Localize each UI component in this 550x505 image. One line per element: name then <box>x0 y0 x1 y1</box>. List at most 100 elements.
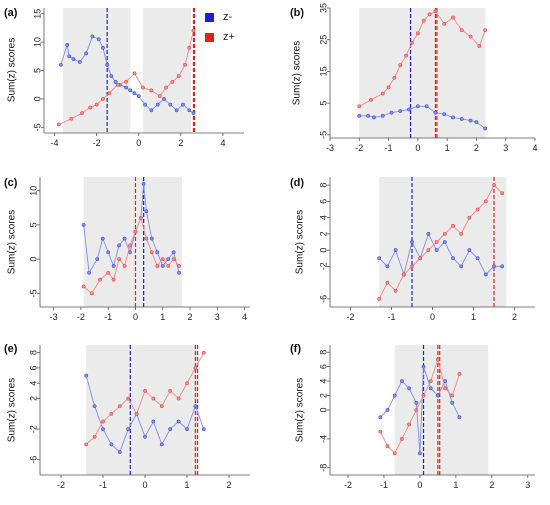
data-point-z-plus <box>117 404 122 409</box>
y-tick-label: 5 <box>32 68 42 73</box>
x-tick-label: 1 <box>184 480 189 490</box>
data-point-z-minus <box>117 243 121 248</box>
x-tick-label: 1 <box>445 143 450 153</box>
x-tick-label: 2 <box>489 480 494 490</box>
data-point-z-minus <box>457 415 462 420</box>
data-point-z-plus <box>459 231 464 236</box>
panel-1: -5 0 5 10 15 -4 -2 0 2 4 (a) Sum(z) scores <box>4 7 244 148</box>
data-point-z-minus <box>483 272 488 277</box>
data-point-z-plus <box>124 79 129 84</box>
y-tick-label: -2 <box>318 262 328 270</box>
data-point-z-plus <box>457 371 462 376</box>
data-point-z-plus <box>492 183 496 188</box>
x-tick-label: -2 <box>93 138 101 148</box>
data-point-z-minus <box>117 450 122 454</box>
x-tick-label: 2 <box>187 312 192 322</box>
data-point-z-minus <box>162 97 166 101</box>
panel-label: (f) <box>290 343 301 355</box>
y-tick-label: 0 <box>318 407 328 412</box>
data-point-z-minus <box>65 43 70 47</box>
shaded-region <box>62 8 131 133</box>
data-point-z-plus <box>392 75 397 80</box>
data-point-z-plus <box>459 28 464 33</box>
data-point-z-plus <box>385 444 390 449</box>
data-point-z-minus <box>143 434 147 439</box>
y-tick-label: -2 <box>28 425 38 433</box>
data-point-z-plus <box>467 215 472 220</box>
data-point-z-plus <box>171 257 176 262</box>
y-tick-label: 4 <box>318 379 328 384</box>
y-tick-label: 4 <box>28 381 38 386</box>
y-tick-label: 10 <box>28 186 38 196</box>
x-tick-label: -1 <box>104 312 112 322</box>
y-tick-label: 8 <box>28 350 38 355</box>
data-point-z-minus <box>132 91 137 96</box>
data-point-z-minus <box>181 102 185 107</box>
y-tick-label: -5 <box>318 131 328 139</box>
y-axis-label: Sum(z) scores <box>295 378 306 442</box>
data-point-z-minus <box>96 37 101 42</box>
data-point-z-minus <box>451 115 455 120</box>
panel-2: -5 5 15 25 35 -3 -2 -1 0 1 2 3 4 (b) Sum(z) scores <box>290 3 538 153</box>
data-point-z-minus <box>418 451 422 456</box>
data-point-z-plus <box>139 216 143 220</box>
data-point-z-plus <box>407 422 412 427</box>
data-point-z-minus <box>87 270 91 275</box>
y-tick-label: 5 <box>28 222 38 227</box>
data-point-z-minus <box>380 113 385 118</box>
data-point-z-plus <box>421 393 426 398</box>
data-point-z-minus <box>451 256 455 261</box>
data-point-z-minus <box>101 45 105 50</box>
x-tick-label: -1 <box>385 143 393 153</box>
shaded-region <box>359 8 486 138</box>
legend-swatch-z-plus <box>205 32 214 42</box>
data-point-z-minus <box>385 408 390 412</box>
y-tick-label: 4 <box>318 215 328 220</box>
data-point-z-minus <box>392 393 397 398</box>
data-point-z-plus <box>433 9 438 14</box>
data-point-z-minus <box>159 442 164 447</box>
y-axis-label: Sum(z) scores <box>292 41 303 105</box>
x-tick-label: 3 <box>525 480 530 490</box>
data-point-z-minus <box>475 256 480 261</box>
data-point-z-plus <box>115 82 120 87</box>
panel-5: -6 -2 2 4 6 8 -2 -1 0 1 2 (e) Sum(z) scores <box>4 343 250 490</box>
data-point-z-minus <box>407 386 412 391</box>
data-point-z-plus <box>144 236 149 241</box>
data-point-z-plus <box>170 79 175 84</box>
data-point-z-plus <box>183 62 187 67</box>
data-point-z-plus <box>149 250 154 255</box>
y-tick-label: 15 <box>32 9 42 19</box>
panel-label: (b) <box>290 7 304 19</box>
panel-4: -6 -2 0 2 4 6 8 -2 -1 0 1 2 (d) Sum(z) scores <box>290 177 535 322</box>
y-tick-label: -5 <box>32 123 42 131</box>
y-tick-label: -5 <box>28 289 38 297</box>
data-point-z-minus <box>357 113 362 118</box>
series-line-z-minus <box>359 105 486 129</box>
data-point-z-plus <box>451 15 455 20</box>
data-point-z-plus <box>386 85 391 90</box>
data-point-z-minus <box>435 393 440 398</box>
data-point-z-plus <box>398 63 403 67</box>
data-point-z-plus <box>134 411 139 416</box>
data-point-z-plus <box>401 272 406 277</box>
y-tick-label: 15 <box>318 66 328 76</box>
data-point-z-plus <box>159 404 164 409</box>
data-point-z-plus <box>56 122 61 127</box>
y-tick-label: 25 <box>318 35 328 45</box>
data-point-z-minus <box>143 102 147 107</box>
data-point-z-minus <box>398 109 403 113</box>
y-tick-label: 2 <box>28 396 38 401</box>
data-point-z-plus <box>426 248 431 253</box>
x-tick-label: 2 <box>178 138 183 148</box>
x-tick-label: -2 <box>77 312 85 322</box>
x-tick-label: 2 <box>474 143 479 153</box>
y-axis-label: Sum(z) scores <box>7 38 18 102</box>
x-tick-label: 1 <box>471 312 476 322</box>
data-point-z-minus <box>500 264 505 269</box>
data-point-z-minus <box>111 264 116 268</box>
x-tick-label: -3 <box>326 143 334 153</box>
data-point-z-plus <box>122 264 127 268</box>
y-tick-label: 6 <box>28 365 38 370</box>
